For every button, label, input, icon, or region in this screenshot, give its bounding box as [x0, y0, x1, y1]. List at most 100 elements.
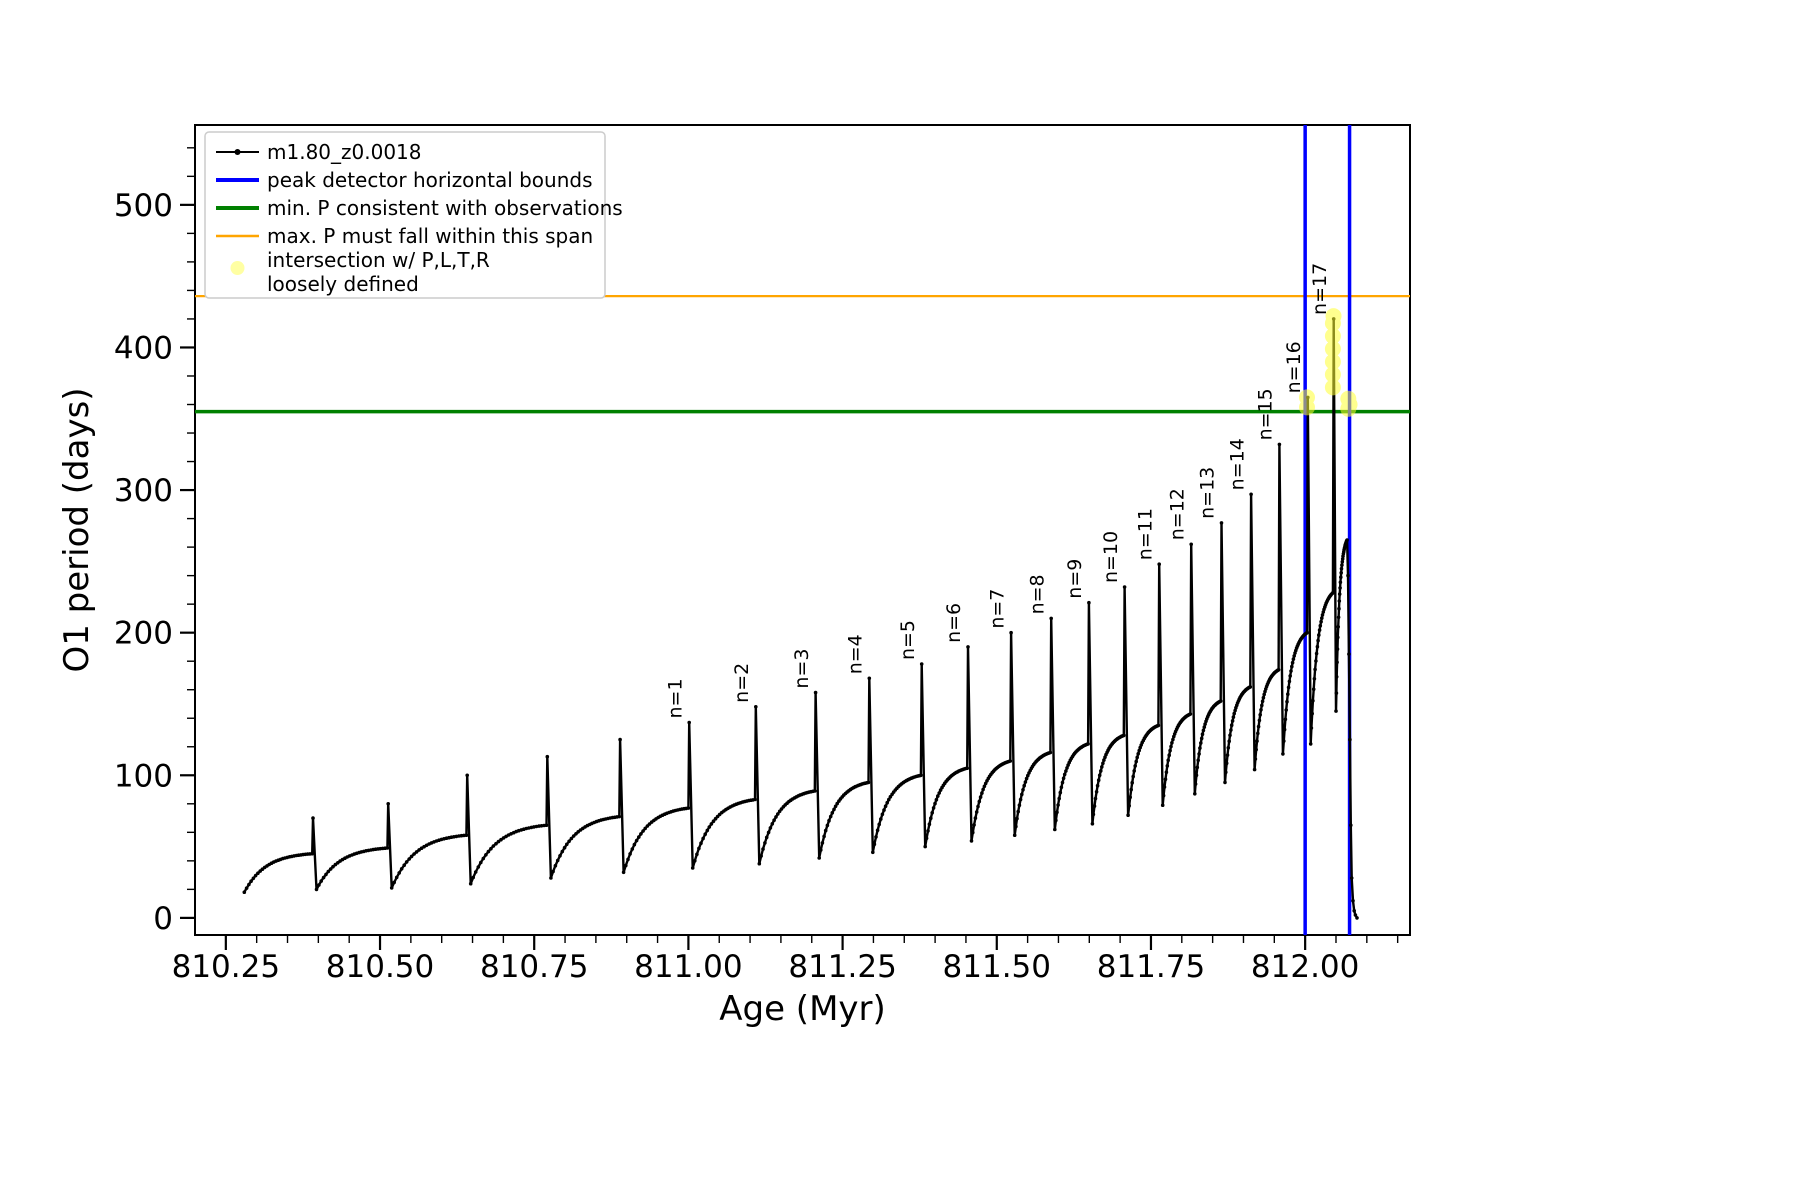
series-point [1090, 822, 1095, 826]
series-point [966, 645, 970, 649]
series-point [1352, 909, 1356, 913]
series-point [1096, 778, 1101, 782]
series-point [324, 872, 328, 877]
series-point [1349, 823, 1353, 827]
series-point [1261, 695, 1266, 700]
series-point [1282, 739, 1286, 743]
series-point [1095, 783, 1100, 788]
legend-label: peak detector horizontal bounds [267, 168, 593, 192]
series-point [402, 863, 407, 867]
series-point [1289, 669, 1293, 673]
series-point [1331, 590, 1335, 595]
series-point [1316, 638, 1320, 643]
series-point [1135, 755, 1139, 760]
series-point [1024, 776, 1029, 781]
series-point [1231, 715, 1236, 719]
series-point [936, 794, 940, 798]
series-point [976, 804, 980, 809]
series-point [1282, 727, 1287, 732]
series-point [634, 838, 639, 843]
series-point [621, 870, 626, 875]
series-point [1309, 726, 1314, 730]
series-point [247, 882, 251, 887]
series-point [397, 871, 402, 875]
series-point [632, 842, 637, 847]
peak-label: n=5 [897, 620, 919, 660]
series-point [772, 818, 776, 822]
series-point [1122, 585, 1127, 589]
series-point [872, 842, 877, 846]
series-point [686, 806, 691, 810]
series-point [1202, 725, 1207, 729]
series-point [1334, 675, 1339, 679]
series-point [1260, 699, 1265, 704]
series-point [1248, 685, 1253, 689]
series-point [833, 804, 838, 809]
y-tick-label: 200 [114, 616, 173, 652]
series-point [562, 845, 567, 850]
series-point [1199, 741, 1203, 745]
series-point [699, 841, 703, 845]
series-point [1163, 777, 1168, 781]
series-point [1277, 442, 1282, 447]
series-point [409, 854, 414, 859]
series-point [1201, 728, 1206, 733]
legend-swatch-marker [234, 149, 241, 155]
series-point [560, 849, 565, 854]
legend-swatch-dot [230, 261, 245, 275]
series-point [1196, 758, 1200, 763]
series-point [1317, 628, 1322, 632]
series-point [1258, 713, 1262, 717]
series-point [827, 818, 831, 823]
series-point [481, 856, 486, 861]
series-point [476, 865, 481, 869]
series-point [1224, 770, 1228, 775]
series-point [1317, 633, 1321, 637]
series-point [414, 850, 419, 854]
series-point [496, 839, 501, 844]
series-point [764, 835, 769, 840]
series-point [933, 801, 937, 806]
peak-label: n=11 [1134, 508, 1156, 560]
series-point [641, 829, 645, 833]
series-point [867, 676, 872, 681]
series-point [931, 806, 936, 810]
series-point [1014, 824, 1018, 829]
series-point [937, 791, 941, 795]
series-point [754, 705, 758, 709]
series-point [1060, 780, 1065, 785]
series-point [1283, 717, 1288, 722]
series-point [1281, 752, 1285, 756]
y-tick-label: 0 [153, 901, 173, 937]
peak-label: n=16 [1283, 341, 1305, 393]
series-point [879, 817, 883, 821]
series-point [774, 815, 778, 819]
series-point [1188, 712, 1193, 716]
series-point [1086, 742, 1090, 746]
plot-border [194, 124, 1411, 936]
series-point [1288, 674, 1292, 678]
series-point [1336, 625, 1340, 629]
series-point [969, 839, 974, 843]
series-point [923, 844, 927, 849]
series-point [978, 795, 983, 799]
series-point [499, 837, 503, 842]
series-point [565, 842, 569, 847]
series-point [977, 799, 982, 804]
series-point [386, 802, 391, 806]
series-point [624, 863, 628, 868]
intersection-point [1325, 308, 1342, 325]
series-point [317, 883, 321, 887]
series-point [1129, 787, 1133, 792]
series-point [1229, 728, 1233, 732]
series-point [1059, 785, 1064, 790]
series-point [1054, 818, 1058, 823]
series-point [618, 737, 622, 742]
series-point [1230, 719, 1235, 723]
series-point [1094, 790, 1099, 794]
series-point [1100, 765, 1104, 769]
series-point [1256, 724, 1261, 729]
series-point [1284, 708, 1288, 712]
intersection-point [1341, 396, 1358, 413]
